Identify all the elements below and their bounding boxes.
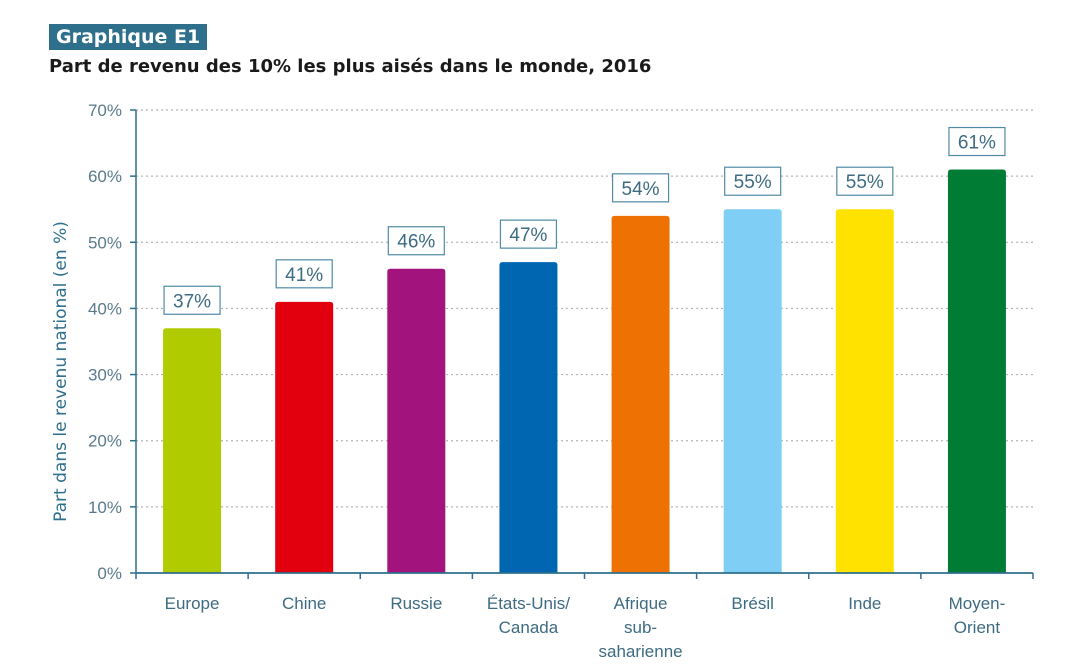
y-tick-label: 40%	[88, 299, 122, 318]
y-tick-label: 70%	[88, 101, 122, 120]
y-axis-label: Part dans le revenu national (en %)	[51, 221, 71, 522]
data-label-box	[948, 126, 1006, 157]
x-tick-label: saharienne	[599, 642, 683, 661]
x-tick-label: Canada	[499, 618, 559, 637]
data-label: 47%	[509, 225, 547, 246]
data-label: 54%	[622, 179, 660, 200]
bar	[947, 169, 1006, 573]
x-tick-label: Brésil	[731, 594, 774, 613]
x-tick-label: Orient	[954, 618, 1001, 637]
y-tick-label: 50%	[88, 233, 122, 252]
data-label: 37%	[173, 291, 211, 312]
data-label-box	[163, 285, 221, 315]
data-label-box	[611, 173, 670, 203]
data-label-box	[836, 166, 894, 196]
data-label: 55%	[734, 172, 772, 193]
x-tick-label: Russie	[390, 594, 442, 613]
bar	[163, 328, 222, 573]
y-tick-label: 0%	[97, 564, 122, 583]
chart-badge: Graphique E1	[49, 24, 208, 50]
y-tick-label: 10%	[88, 498, 122, 517]
y-tick-label: 30%	[88, 366, 122, 385]
data-label-box	[387, 226, 445, 256]
y-tick-label: 20%	[88, 432, 122, 451]
x-tick-label: États-Unis/	[487, 594, 570, 613]
data-label: 46%	[397, 232, 435, 253]
chart-title: Part de revenu des 10% les plus aisés da…	[49, 56, 652, 77]
data-label-box	[499, 219, 558, 249]
x-tick-label: Afrique	[614, 594, 668, 613]
bar	[387, 268, 446, 573]
data-label-box	[724, 166, 782, 196]
x-tick-label: Inde	[848, 594, 881, 613]
bar	[611, 215, 670, 574]
bar	[499, 262, 558, 573]
bar	[723, 209, 782, 573]
x-tick-label: Chine	[282, 594, 326, 613]
x-tick-label: Europe	[165, 594, 220, 613]
y-tick-label: 60%	[88, 167, 122, 186]
data-label-box	[275, 259, 333, 289]
x-tick-label: Moyen-	[949, 594, 1006, 613]
bar	[835, 209, 894, 573]
data-label: 55%	[846, 172, 884, 193]
bar	[275, 301, 334, 573]
x-tick-label: sub-	[624, 618, 657, 637]
data-label: 41%	[285, 265, 323, 286]
data-label: 61%	[958, 133, 996, 154]
